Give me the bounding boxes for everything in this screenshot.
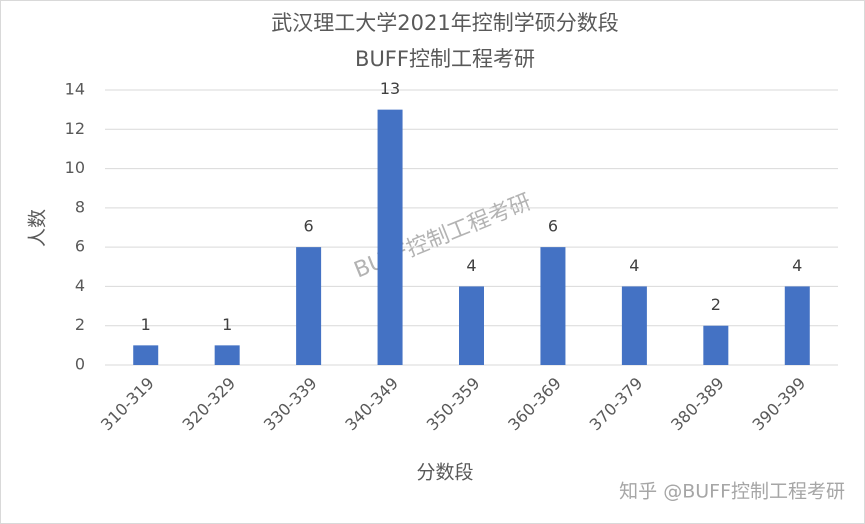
y-tick-label: 2 — [75, 315, 85, 334]
data-label: 13 — [380, 79, 400, 98]
bar — [133, 345, 159, 365]
chart-title: 武汉理工大学2021年控制学硕分数段 — [271, 11, 618, 35]
data-label: 4 — [466, 256, 476, 275]
y-tick-label: 14 — [65, 80, 85, 99]
watermark-source: 知乎 @BUFF控制工程考研 — [619, 481, 845, 503]
bar — [540, 247, 566, 365]
bar — [377, 109, 403, 366]
y-axis-label: 人数 — [27, 209, 49, 247]
x-axis-label: 分数段 — [416, 462, 473, 484]
data-label: 1 — [141, 315, 151, 334]
data-label: 6 — [548, 217, 558, 236]
bar — [784, 286, 810, 365]
data-label: 4 — [792, 256, 802, 275]
chart-subtitle: BUFF控制工程考研 — [355, 47, 535, 71]
bar — [703, 325, 729, 365]
y-tick-label: 0 — [75, 355, 85, 374]
y-tick-label: 8 — [75, 197, 85, 216]
data-label: 4 — [629, 256, 639, 275]
data-label: 6 — [304, 217, 314, 236]
y-tick-label: 12 — [65, 119, 85, 138]
bar — [621, 286, 647, 365]
data-label: 1 — [222, 315, 232, 334]
bar — [214, 345, 240, 365]
bar — [296, 247, 322, 365]
y-tick-label: 10 — [65, 158, 85, 177]
data-label: 2 — [711, 295, 721, 314]
y-tick-label: 4 — [75, 276, 85, 295]
y-tick-label: 6 — [75, 237, 85, 256]
bar — [459, 286, 484, 365]
